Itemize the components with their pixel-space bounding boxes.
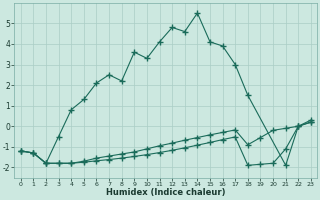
X-axis label: Humidex (Indice chaleur): Humidex (Indice chaleur) [106,188,226,197]
